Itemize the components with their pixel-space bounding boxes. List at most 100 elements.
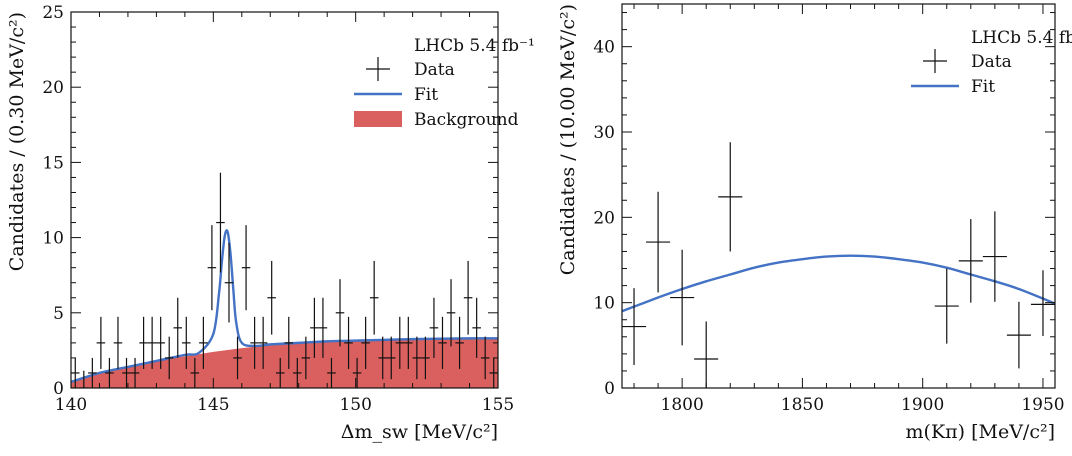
legend-key-background <box>354 111 402 127</box>
data-point <box>438 316 447 369</box>
x-tick-label: 140 <box>55 395 87 415</box>
data-point <box>293 357 302 388</box>
data-point <box>1030 270 1055 336</box>
data-point <box>378 336 387 380</box>
data-point <box>233 336 242 380</box>
data-point <box>88 357 97 388</box>
data-point <box>113 316 123 369</box>
x-tick-label: 155 <box>482 395 514 415</box>
plot-frame <box>70 11 499 389</box>
y-tick-label: 0 <box>53 379 64 399</box>
data-point <box>139 316 148 369</box>
data-point <box>622 288 647 365</box>
data-point <box>130 357 140 388</box>
y-tick-label: 30 <box>593 123 615 143</box>
data-point <box>335 279 345 347</box>
y-tick-label: 25 <box>42 3 64 23</box>
data-point <box>173 297 183 358</box>
data-point <box>670 249 695 346</box>
legend-entry-fit: Fit <box>971 77 995 97</box>
data-point <box>258 316 268 369</box>
data-point <box>395 316 405 369</box>
data-point <box>267 260 276 335</box>
data-point <box>224 242 234 323</box>
data-point <box>156 316 165 369</box>
data-point <box>96 316 106 369</box>
data-point <box>480 336 490 380</box>
data-point <box>352 357 362 388</box>
data-point <box>216 172 225 273</box>
panel-2: 1800 1850 1900 1950 0 10 20 30 40 m(Kπ) [MeV/c²] C… <box>557 3 1072 443</box>
y-tick-label: 5 <box>53 304 64 324</box>
x-tick-label: 1950 <box>1021 395 1064 415</box>
fit-curve <box>71 229 498 384</box>
data-point <box>386 336 396 380</box>
data-point <box>105 357 114 388</box>
data-point <box>694 321 719 388</box>
legend-entry-data: Data <box>971 52 1012 72</box>
data-point <box>122 357 131 388</box>
x-tick-label: 145 <box>197 395 229 415</box>
x-axis-title: m(Kπ) [MeV/c²] <box>906 421 1055 443</box>
fit-curve <box>622 254 1055 313</box>
data-point <box>207 225 217 311</box>
x-tick-label: 1850 <box>781 395 824 415</box>
legend-header: LHCb 5.4 fb⁻¹ <box>414 36 535 56</box>
y-tick-label: 15 <box>42 153 64 173</box>
data-point <box>718 142 743 252</box>
legend-entry-background: Background <box>414 110 519 130</box>
x-axis-title: Δm_sw [MeV/c²] <box>341 421 498 443</box>
x-tick-label: 1800 <box>661 395 704 415</box>
y-tick-label: 40 <box>593 38 615 58</box>
data-point <box>404 316 413 369</box>
legend-entry-fit: Fit <box>414 85 438 105</box>
data-point <box>472 297 481 358</box>
x-tick-label: 150 <box>339 395 371 415</box>
data-point <box>446 279 456 347</box>
data-point <box>958 219 983 303</box>
data-point <box>164 336 174 380</box>
y-axis-title: Candidates / (0.30 MeV/c²) <box>6 12 28 271</box>
data-point <box>412 336 422 380</box>
data-point <box>982 211 1007 302</box>
data-point <box>275 357 285 388</box>
data-point <box>455 316 464 369</box>
data-point <box>344 316 353 369</box>
data-point <box>310 297 319 358</box>
y-tick-label: 10 <box>42 229 64 249</box>
data-point <box>327 357 336 388</box>
data-point <box>934 268 959 344</box>
data-point <box>79 370 89 388</box>
data-point <box>190 357 200 388</box>
legend: LHCb 5.4 fb⁻¹ Data Fit <box>911 28 1072 97</box>
data-point <box>250 316 259 369</box>
y-tick-label: 20 <box>42 78 64 98</box>
legend-entry-data: Data <box>414 60 455 80</box>
data-point <box>301 336 311 380</box>
plot-area <box>622 142 1055 388</box>
x-tick-label: 1900 <box>901 395 944 415</box>
data-point <box>199 316 208 369</box>
data-point <box>421 336 430 380</box>
data-point <box>463 260 473 335</box>
y-axis-title: Candidates / (10.00 MeV/c²) <box>557 4 579 275</box>
legend: LHCb 5.4 fb⁻¹ Data Fit Background <box>354 36 535 130</box>
panel-1: 140 145 150 155 0 5 10 15 20 25 Δm_sw [MeV/c²] Cand… <box>6 3 535 443</box>
y-tick-label: 10 <box>593 294 615 314</box>
data-point <box>182 316 191 369</box>
plot-area <box>71 172 498 388</box>
data-point <box>318 297 328 358</box>
plot-frame <box>621 3 1056 389</box>
data-point <box>646 191 671 293</box>
y-tick-label: 0 <box>604 379 615 399</box>
data-point <box>369 260 379 335</box>
data-point <box>1006 301 1031 369</box>
data-point <box>429 297 439 358</box>
data-point <box>147 316 157 369</box>
data-point <box>241 225 251 311</box>
y-tick-label: 20 <box>593 208 615 228</box>
legend-header: LHCb 5.4 fb⁻¹ <box>971 28 1072 48</box>
data-point <box>284 316 294 369</box>
